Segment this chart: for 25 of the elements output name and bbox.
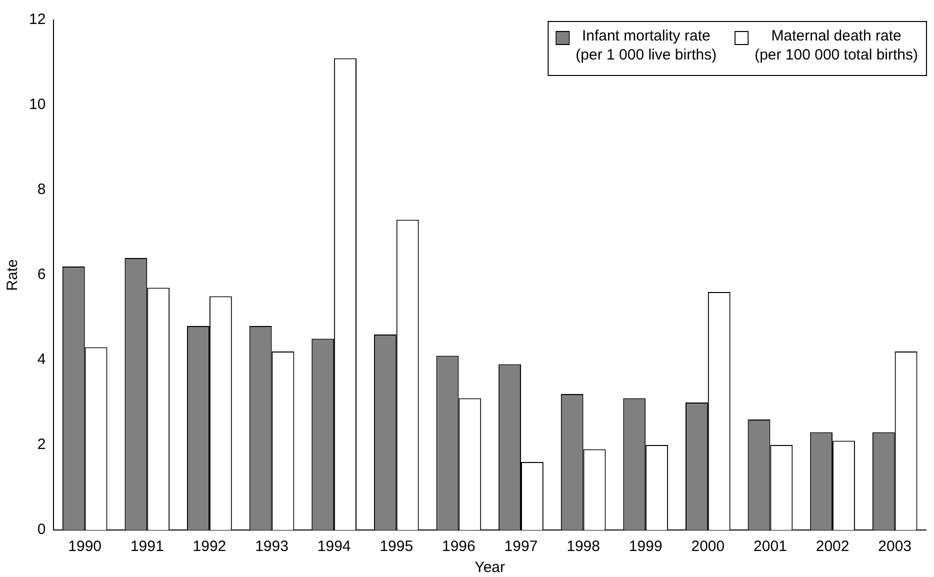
- x-tick-label: 1998: [566, 538, 600, 556]
- x-tick-label: 1994: [317, 538, 351, 556]
- y-tick-label: 0: [37, 521, 46, 538]
- x-tick-label: 1999: [628, 538, 662, 556]
- y-tick-label: 12: [28, 11, 46, 28]
- y-tick-label: 4: [37, 351, 46, 368]
- x-tick-label: 2002: [816, 538, 850, 556]
- x-tick-label: 1993: [255, 538, 288, 556]
- y-tick-label: 10: [28, 96, 46, 114]
- x-tick-label: 2003: [878, 538, 912, 556]
- x-tick-label: 1997: [504, 538, 538, 556]
- x-tick-label: 2001: [754, 538, 787, 556]
- x-tick-label: 1996: [442, 538, 476, 556]
- legend-label: Maternal death rate (per 100 000 total births): [754, 28, 918, 64]
- x-tick-label: 2000: [691, 538, 725, 556]
- x-tick-label: 1992: [192, 538, 226, 556]
- x-tick-label: 1995: [380, 538, 414, 556]
- y-axis-title: Rate: [4, 259, 22, 291]
- legend-label: Infant mortality rate (per 1 000 live births): [576, 28, 717, 64]
- x-axis-title: Year: [474, 559, 505, 576]
- x-tick-label: 1991: [130, 538, 164, 556]
- y-tick-label: 8: [37, 181, 46, 198]
- y-tick-label: 2: [37, 436, 46, 454]
- y-tick-label: 6: [37, 266, 46, 284]
- x-tick-label: 1990: [68, 538, 102, 556]
